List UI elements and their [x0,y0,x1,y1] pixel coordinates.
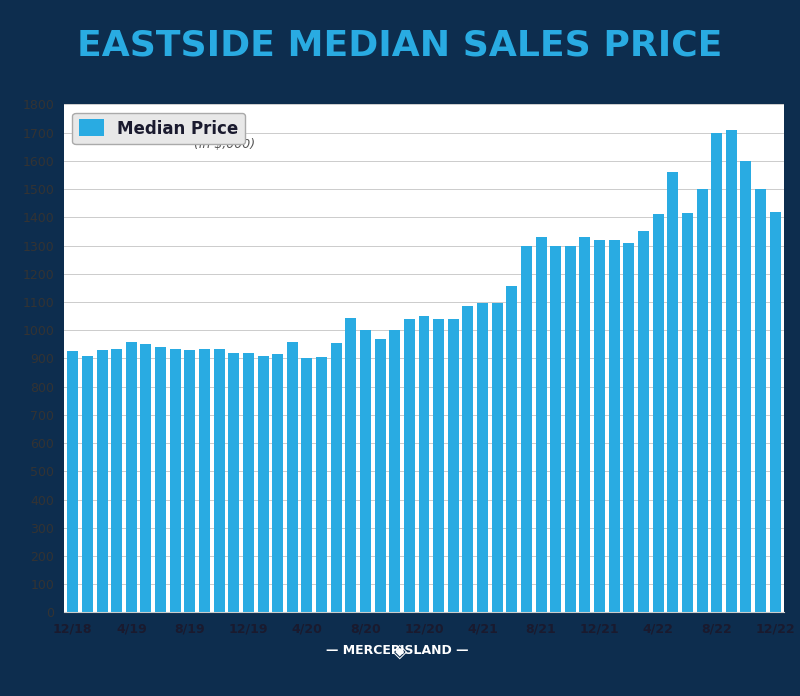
Bar [609,240,620,612]
Text: — MERCER: — MERCER [326,644,400,657]
Bar [418,316,430,612]
Bar [141,345,151,612]
Bar [697,189,707,612]
Bar [360,330,371,612]
Bar [287,342,298,612]
Bar [374,339,386,612]
Bar [492,303,502,612]
Bar [741,161,751,612]
Bar [565,246,576,612]
Bar [243,353,254,612]
Bar [667,172,678,612]
Bar [67,351,78,612]
Bar [111,349,122,612]
Bar [302,358,313,612]
Bar [97,350,107,612]
Bar [228,353,239,612]
Bar [330,343,342,612]
Bar [477,303,488,612]
Bar [448,319,458,612]
Bar [726,129,737,612]
Bar [521,246,532,612]
Legend: Median Price: Median Price [72,113,246,144]
Bar [653,214,664,612]
Bar [170,349,181,612]
Bar [82,356,93,612]
Bar [184,350,195,612]
Bar [126,342,137,612]
Bar [682,213,693,612]
Bar [711,133,722,612]
Bar [623,243,634,612]
Bar [346,317,356,612]
Text: EASTSIDE MEDIAN SALES PRICE: EASTSIDE MEDIAN SALES PRICE [78,29,722,62]
Bar [199,349,210,612]
Bar [638,231,649,612]
Bar [272,354,283,612]
Bar [506,287,518,612]
Bar [579,237,590,612]
Bar [390,330,400,612]
Bar [214,349,225,612]
Bar [755,189,766,612]
Bar [316,357,327,612]
Bar [404,319,415,612]
Bar [594,240,605,612]
Text: ◈: ◈ [386,641,414,661]
Bar [770,212,781,612]
Bar [535,237,546,612]
Bar [433,319,444,612]
Text: ISLAND —: ISLAND — [400,644,469,657]
Text: (in $,000): (in $,000) [190,138,255,150]
Bar [155,347,166,612]
Bar [550,246,561,612]
Bar [258,356,269,612]
Bar [462,306,474,612]
